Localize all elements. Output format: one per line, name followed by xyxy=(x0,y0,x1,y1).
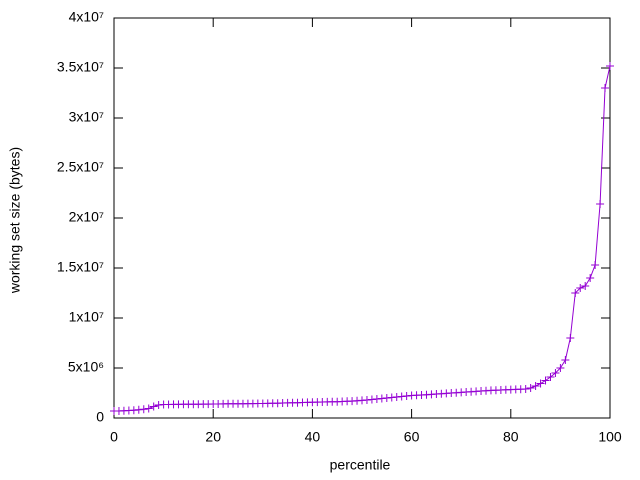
x-tick-label: 0 xyxy=(110,429,118,445)
data-point xyxy=(541,376,550,385)
data-point xyxy=(139,405,148,414)
x-tick-label: 60 xyxy=(404,429,420,445)
data-line xyxy=(114,65,611,412)
data-point xyxy=(561,356,570,364)
data-point xyxy=(606,62,614,70)
data-point xyxy=(551,369,560,377)
y-tick-label: 3x10⁷ xyxy=(69,109,104,125)
data-point xyxy=(546,373,555,381)
y-axis-label: working set size (bytes) xyxy=(7,147,23,294)
data-point xyxy=(601,84,610,92)
data-point xyxy=(144,404,153,413)
y-tick-label: 5x10⁶ xyxy=(68,359,104,375)
y-tick-label: 0 xyxy=(96,409,104,425)
x-tick-label: 40 xyxy=(305,429,321,445)
data-point xyxy=(526,384,535,392)
data-point xyxy=(149,402,158,411)
data-point xyxy=(581,282,590,290)
x-tick-label: 100 xyxy=(598,429,622,445)
y-tick-label: 4x10⁷ xyxy=(69,9,104,25)
y-tick-label: 2x10⁷ xyxy=(69,209,104,225)
data-point xyxy=(566,334,575,342)
x-tick-label: 20 xyxy=(205,429,221,445)
data-point xyxy=(576,284,585,292)
y-tick-label: 3.5x10⁷ xyxy=(57,59,104,75)
data-point xyxy=(596,200,605,208)
y-tick-label: 1.5x10⁷ xyxy=(57,259,104,275)
data-point xyxy=(531,382,540,390)
data-point xyxy=(586,274,595,282)
y-tick-label: 2.5x10⁷ xyxy=(57,159,104,175)
data-point xyxy=(571,289,580,297)
x-tick-label: 80 xyxy=(503,429,519,445)
data-point xyxy=(556,364,565,372)
data-point xyxy=(536,379,545,388)
plot-border xyxy=(113,17,611,419)
x-axis-label: percentile xyxy=(330,457,391,473)
data-point xyxy=(591,261,600,269)
y-tick-label: 1x10⁷ xyxy=(69,309,104,325)
data-point xyxy=(521,385,530,393)
